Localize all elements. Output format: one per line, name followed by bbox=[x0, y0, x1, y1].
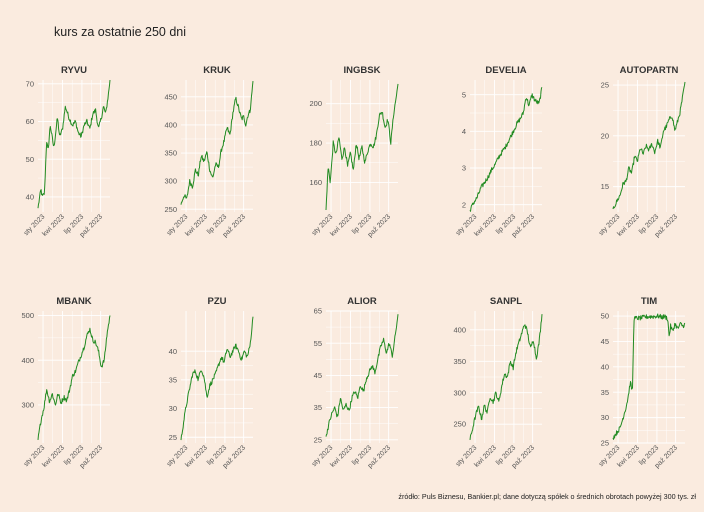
y-tick-label: 400 bbox=[453, 325, 466, 334]
panel-title: RYVU bbox=[61, 65, 87, 76]
y-tick-label: 30 bbox=[601, 413, 609, 422]
y-tick-label: 400 bbox=[164, 121, 177, 130]
y-tick-label: 20 bbox=[601, 131, 609, 140]
panel-title: INGBSK bbox=[344, 65, 381, 76]
y-tick-label: 35 bbox=[601, 388, 609, 397]
y-tick-label: 300 bbox=[164, 177, 177, 186]
y-tick-label: 25 bbox=[601, 439, 609, 448]
panel-title: MBANK bbox=[56, 296, 91, 307]
y-tick-label: 500 bbox=[21, 311, 34, 320]
y-tick-label: 35 bbox=[169, 375, 177, 384]
price-line bbox=[180, 81, 254, 205]
price-line bbox=[325, 83, 399, 211]
price-line bbox=[469, 314, 543, 440]
y-tick-label: 350 bbox=[453, 357, 466, 366]
y-tick-label: 250 bbox=[453, 420, 466, 429]
y-tick-label: 2 bbox=[462, 200, 466, 209]
y-tick-label: 200 bbox=[309, 99, 322, 108]
panel-title: ALIOR bbox=[347, 296, 377, 307]
y-tick-label: 25 bbox=[601, 81, 609, 90]
price-line bbox=[37, 79, 111, 209]
y-tick-label: 65 bbox=[314, 307, 322, 316]
y-tick-label: 25 bbox=[169, 433, 177, 442]
y-tick-label: 40 bbox=[26, 193, 34, 202]
price-line bbox=[180, 316, 254, 441]
y-tick-label: 3 bbox=[462, 164, 466, 173]
y-tick-label: 35 bbox=[314, 403, 322, 412]
source-note: źródło: Puls Biznesu, Bankier.pl; dane d… bbox=[398, 492, 696, 501]
y-tick-label: 350 bbox=[164, 149, 177, 158]
y-tick-label: 300 bbox=[21, 401, 34, 410]
y-tick-label: 30 bbox=[169, 404, 177, 413]
panel-title: SANPL bbox=[490, 296, 522, 307]
price-line bbox=[469, 87, 543, 212]
y-tick-label: 40 bbox=[601, 362, 609, 371]
y-tick-label: 70 bbox=[26, 79, 34, 88]
panel-title: KRUK bbox=[203, 65, 231, 76]
y-tick-label: 50 bbox=[26, 155, 34, 164]
page-title: kurs za ostatnie 250 dni bbox=[54, 25, 187, 39]
price-line bbox=[612, 313, 686, 440]
price-line bbox=[612, 81, 686, 210]
y-tick-label: 15 bbox=[601, 182, 609, 191]
y-tick-label: 45 bbox=[314, 371, 322, 380]
price-line bbox=[37, 315, 111, 440]
y-tick-label: 300 bbox=[453, 388, 466, 397]
y-tick-label: 160 bbox=[309, 178, 322, 187]
price-line bbox=[325, 314, 399, 437]
y-tick-label: 450 bbox=[164, 92, 177, 101]
panel-title: PZU bbox=[208, 296, 227, 307]
y-tick-label: 250 bbox=[164, 205, 177, 214]
y-tick-label: 400 bbox=[21, 356, 34, 365]
panel-title: DEVELIA bbox=[485, 65, 526, 76]
y-tick-label: 55 bbox=[314, 339, 322, 348]
y-tick-label: 5 bbox=[462, 90, 466, 99]
y-tick-label: 60 bbox=[26, 117, 34, 126]
y-tick-label: 180 bbox=[309, 139, 322, 148]
y-tick-label: 4 bbox=[462, 127, 466, 136]
panel-title: TIM bbox=[641, 296, 657, 307]
y-tick-label: 40 bbox=[169, 347, 177, 356]
y-tick-label: 25 bbox=[314, 435, 322, 444]
y-tick-label: 45 bbox=[601, 337, 609, 346]
y-tick-label: 50 bbox=[601, 312, 609, 321]
panel-title: AUTOPARTN bbox=[620, 65, 679, 76]
